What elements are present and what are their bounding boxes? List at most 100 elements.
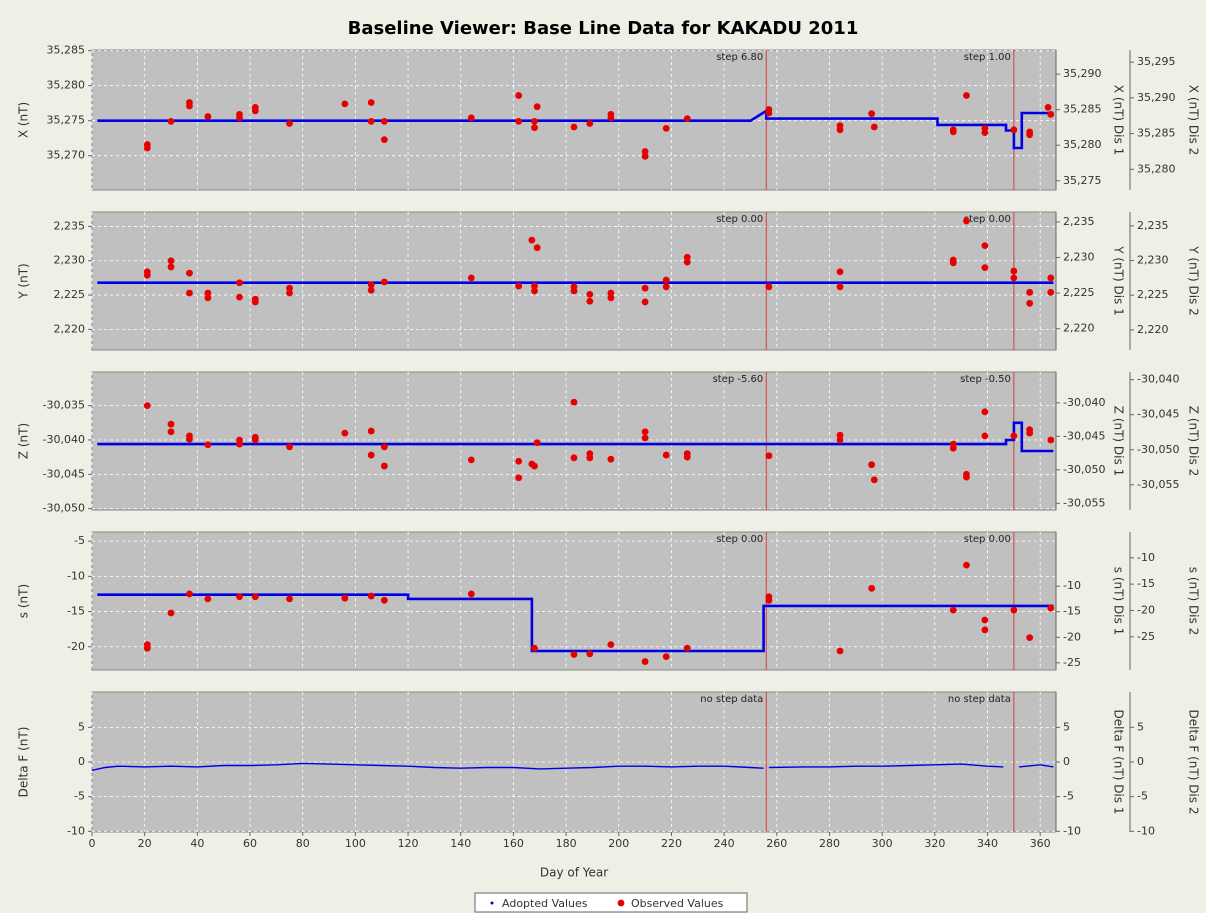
observed-point <box>1026 131 1034 139</box>
observed-point <box>981 616 989 624</box>
x-tick-label: 320 <box>924 837 945 850</box>
y-tick-label: 5 <box>78 720 85 733</box>
y2-tick-label: -15 <box>1063 605 1081 618</box>
y3-tick-label: -30,045 <box>1137 408 1179 421</box>
observed-point <box>167 428 175 436</box>
y2-tick-label: 5 <box>1063 720 1070 733</box>
observed-point <box>586 297 594 305</box>
x-tick-label: 100 <box>345 837 366 850</box>
observed-point <box>467 456 475 464</box>
y3-tick-label: -30,050 <box>1137 443 1179 456</box>
observed-point <box>1010 432 1018 440</box>
y2-tick-label: -30,040 <box>1063 396 1105 409</box>
observed-point <box>981 626 989 634</box>
observed-point <box>531 644 538 652</box>
step-label: step 0.00 <box>964 214 1011 225</box>
observed-point <box>367 451 375 459</box>
observed-point <box>204 294 212 302</box>
x-tick-label: 220 <box>661 837 682 850</box>
y2-tick-label: 35,290 <box>1063 67 1102 80</box>
observed-point <box>204 441 212 449</box>
x-tick-label: 180 <box>556 837 577 850</box>
observed-point <box>963 473 970 481</box>
y-axis-label: X (nT) <box>17 102 31 138</box>
legend-marker <box>490 901 494 905</box>
x-tick-label: 120 <box>398 837 419 850</box>
observed-point <box>380 443 388 451</box>
y2-tick-label: 2,225 <box>1063 286 1095 299</box>
observed-point <box>836 647 844 655</box>
x-tick-label: 140 <box>450 837 471 850</box>
observed-point <box>515 118 523 125</box>
observed-point <box>186 435 193 443</box>
x-tick-label: 40 <box>190 837 204 850</box>
y3-axis-label: s (nT) Dis 2 <box>1187 567 1201 635</box>
observed-point <box>367 118 375 125</box>
y3-axis-label: X (nT) Dis 2 <box>1187 85 1201 155</box>
y-tick-label: 2,225 <box>54 288 86 301</box>
x-tick-label: 360 <box>1030 837 1051 850</box>
x-tick-label: 60 <box>243 837 257 850</box>
y-tick-label: -15 <box>67 605 85 618</box>
observed-point <box>515 92 523 99</box>
y-tick-label: 2,235 <box>54 219 86 232</box>
y3-tick-label: 35,290 <box>1137 91 1176 104</box>
observed-point <box>662 276 670 284</box>
observed-point <box>341 594 349 602</box>
observed-point <box>868 110 876 118</box>
y2-axis-label: s (nT) Dis 1 <box>1112 567 1126 635</box>
observed-point <box>607 641 615 649</box>
x-tick-label: 20 <box>138 837 152 850</box>
observed-point <box>949 444 957 452</box>
observed-point <box>531 282 538 290</box>
y2-tick-label: 35,280 <box>1063 138 1102 151</box>
observed-point <box>683 453 691 461</box>
observed-point <box>143 644 151 652</box>
observed-point <box>367 592 375 600</box>
y2-tick-label: 2,235 <box>1063 215 1095 228</box>
legend-box <box>474 892 748 913</box>
observed-point <box>533 103 541 111</box>
y3-tick-label: -10 <box>1137 824 1155 837</box>
observed-point <box>765 452 773 460</box>
observed-point <box>251 436 259 444</box>
y2-tick-label: -25 <box>1063 656 1081 669</box>
y3-tick-label: -25 <box>1137 630 1155 643</box>
observed-point <box>949 259 957 267</box>
observed-point <box>143 144 151 152</box>
observed-point <box>1026 429 1034 437</box>
observed-point <box>1047 288 1055 296</box>
step-label: step -0.50 <box>960 374 1011 385</box>
observed-point <box>981 129 989 137</box>
y2-tick-label: -10 <box>1063 824 1081 837</box>
observed-point <box>236 440 243 448</box>
observed-point <box>186 269 193 277</box>
step-label: step 0.00 <box>716 534 763 545</box>
observed-point <box>143 271 151 279</box>
y-tick-label: -5 <box>74 534 85 547</box>
adopted-line <box>97 593 1054 653</box>
y3-axis-label: Delta F (nT) Dis 2 <box>1187 710 1201 815</box>
observed-point <box>641 153 649 160</box>
observed-point <box>380 596 388 604</box>
y2-axis-label: X (nT) Dis 1 <box>1112 85 1126 155</box>
observed-point <box>251 298 259 306</box>
observed-point <box>167 420 175 428</box>
y3-axis-label: Y (nT) Dis 2 <box>1187 245 1201 316</box>
observed-point <box>662 653 670 661</box>
observed-point <box>570 651 578 658</box>
observed-point <box>528 236 536 244</box>
y2-tick-label: 35,275 <box>1063 174 1102 187</box>
observed-point <box>963 92 970 99</box>
observed-point <box>765 109 773 117</box>
observed-point <box>641 434 649 442</box>
y3-tick-label: -10 <box>1137 551 1155 564</box>
observed-point <box>981 264 989 272</box>
observed-point <box>143 402 151 410</box>
observed-point <box>641 148 649 155</box>
x-tick-label: 80 <box>296 837 310 850</box>
observed-point <box>167 118 175 125</box>
observed-point <box>186 590 193 598</box>
observed-point <box>1047 604 1055 612</box>
